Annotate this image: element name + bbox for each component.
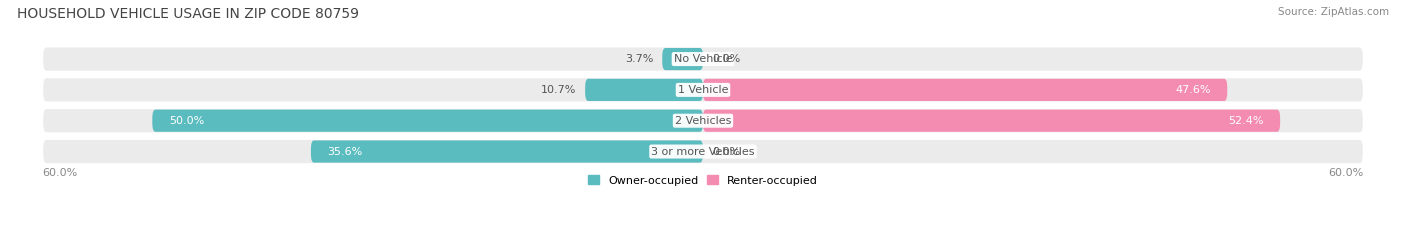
Text: 0.0%: 0.0% <box>711 146 740 157</box>
FancyBboxPatch shape <box>585 79 703 101</box>
FancyBboxPatch shape <box>42 77 1364 102</box>
Text: 35.6%: 35.6% <box>328 146 363 157</box>
FancyBboxPatch shape <box>703 79 1227 101</box>
FancyBboxPatch shape <box>42 139 1364 164</box>
Text: 10.7%: 10.7% <box>541 85 576 95</box>
Text: No Vehicle: No Vehicle <box>673 54 733 64</box>
Text: 2 Vehicles: 2 Vehicles <box>675 116 731 126</box>
Text: 60.0%: 60.0% <box>1329 168 1364 179</box>
Text: 1 Vehicle: 1 Vehicle <box>678 85 728 95</box>
FancyBboxPatch shape <box>703 110 1279 132</box>
Text: Source: ZipAtlas.com: Source: ZipAtlas.com <box>1278 7 1389 17</box>
Text: 47.6%: 47.6% <box>1175 85 1211 95</box>
Legend: Owner-occupied, Renter-occupied: Owner-occupied, Renter-occupied <box>588 175 818 186</box>
Text: 50.0%: 50.0% <box>169 116 204 126</box>
Text: 3 or more Vehicles: 3 or more Vehicles <box>651 146 755 157</box>
Text: 0.0%: 0.0% <box>711 54 740 64</box>
FancyBboxPatch shape <box>42 108 1364 133</box>
FancyBboxPatch shape <box>42 46 1364 72</box>
FancyBboxPatch shape <box>662 48 703 70</box>
Text: 52.4%: 52.4% <box>1227 116 1264 126</box>
FancyBboxPatch shape <box>152 110 703 132</box>
FancyBboxPatch shape <box>311 140 703 163</box>
Text: 3.7%: 3.7% <box>626 54 654 64</box>
Text: 60.0%: 60.0% <box>42 168 77 179</box>
Text: HOUSEHOLD VEHICLE USAGE IN ZIP CODE 80759: HOUSEHOLD VEHICLE USAGE IN ZIP CODE 8075… <box>17 7 359 21</box>
